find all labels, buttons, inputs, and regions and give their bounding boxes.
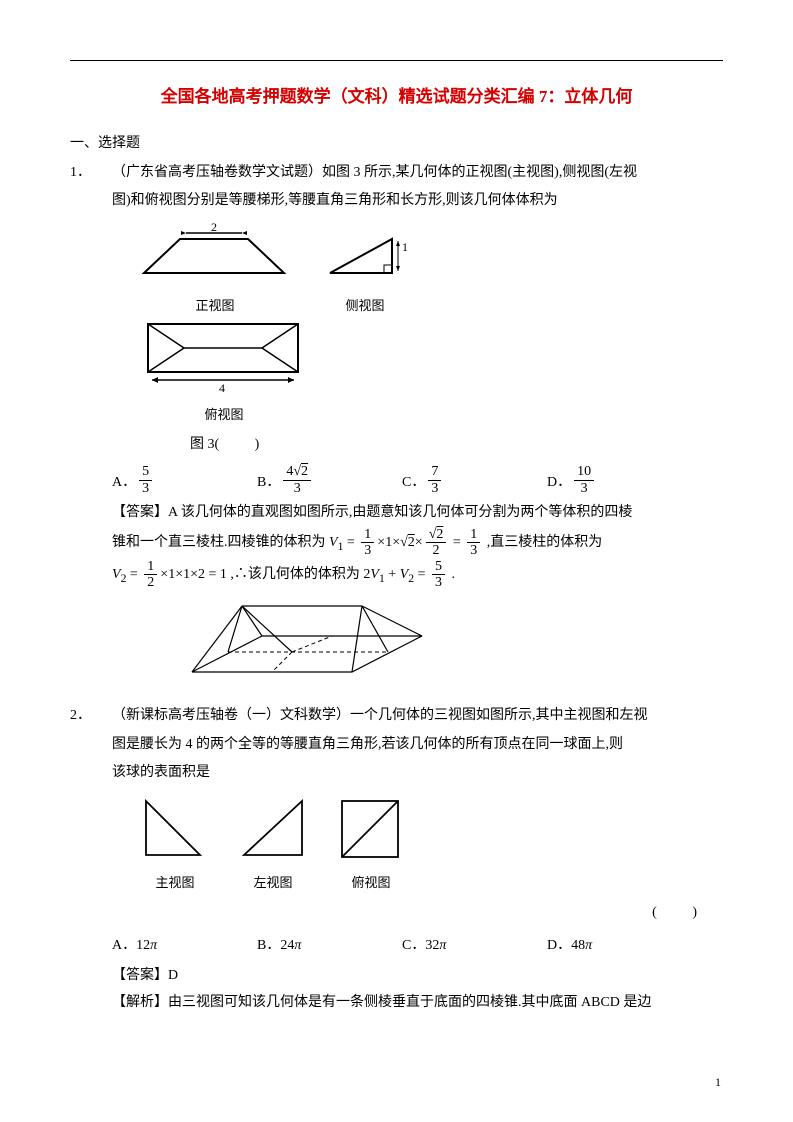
fig-fushi: 4 俯视图	[140, 320, 308, 427]
page-number: 1	[715, 1071, 721, 1094]
choice-B: B．24π	[257, 933, 402, 960]
svg-text:2: 2	[211, 221, 217, 234]
p1-figures-top: 2 正视图 1 侧视图	[140, 221, 723, 318]
p1-text: 1．（广东省高考压轴卷数学文试题）如图 3 所示,某几何体的正视图(主视图),侧…	[70, 160, 723, 187]
p1-paren: ( )	[215, 432, 276, 459]
choice-A: A． 53	[112, 464, 257, 496]
choice-D: D． 103	[547, 464, 723, 496]
p2-figures: 主视图 左视图 俯视图	[140, 795, 723, 896]
fig-zhengshi: 2 正视图	[140, 221, 290, 318]
p1-text-2: 图)和俯视图分别是等腰梯形,等腰直角三角形和长方形,则该几何体体积为	[70, 188, 723, 215]
rt-triangle-icon: 1	[320, 221, 410, 283]
choice-C: C．32π	[402, 933, 547, 960]
svg-text:1: 1	[402, 240, 408, 254]
choice-D: D．48π	[547, 933, 723, 960]
fig-zhushi: 主视图	[140, 795, 210, 896]
fig3-label: 图 3	[190, 432, 215, 459]
fig-zuoshi: 左视图	[238, 795, 308, 896]
choice-B: B． 4√23	[257, 464, 402, 496]
rt-tri-left-icon	[140, 795, 210, 861]
p1-answer: 【答案】A 该几何体的直观图如图所示,由题意知该几何体可分割为两个等体积的四棱 …	[70, 500, 723, 697]
p2-text: 2．（新课标高考压轴卷（一）文科数学）一个几何体的三视图如图所示,其中主视图和左…	[70, 703, 723, 730]
eq-sum: 2V1 + V2 = 53	[363, 559, 448, 591]
section-label: 一、选择题	[70, 131, 723, 158]
choice-C: C． 73	[402, 464, 547, 496]
eq-V2: V2 = 12×1×1×2 = 1	[112, 559, 227, 591]
p1-choices: A． 53 B． 4√23 C． 73 D． 103	[70, 464, 723, 496]
p1-figures-bottom: 4 俯视图	[140, 320, 723, 427]
rectangle-top-icon: 4	[140, 320, 308, 392]
eq-V1: V1 = 13×1×√2×√22 = 13	[329, 527, 483, 559]
rt-tri-right-icon	[238, 795, 308, 861]
fig-fushi-2: 俯视图	[336, 795, 406, 896]
problem-1: 1．（广东省高考压轴卷数学文试题）如图 3 所示,某几何体的正视图(主视图),侧…	[70, 160, 723, 697]
fig-ceshi: 1 侧视图	[320, 221, 410, 318]
p2-number: 2．	[70, 703, 112, 730]
p2-answer: 【答案】D 【解析】由三视图可知该几何体是有一条侧棱垂直于底面的四棱锥.其中底面…	[70, 963, 723, 1016]
trapezoid-icon: 2	[140, 221, 290, 283]
p1-3d-figure	[172, 596, 723, 697]
prism-3d-icon	[172, 596, 432, 686]
choice-A: A．12π	[112, 933, 257, 960]
svg-text:4: 4	[219, 381, 225, 392]
square-diag-icon	[336, 795, 406, 861]
p2-paren: ( )	[652, 900, 713, 927]
doc-title: 全国各地高考押题数学（文科）精选试题分类汇编 7：立体几何	[70, 81, 723, 113]
p2-choices: A．12π B．24π C．32π D．48π	[70, 933, 723, 960]
p1-number: 1．	[70, 160, 112, 187]
problem-2: 2．（新课标高考压轴卷（一）文科数学）一个几何体的三视图如图所示,其中主视图和左…	[70, 703, 723, 1017]
